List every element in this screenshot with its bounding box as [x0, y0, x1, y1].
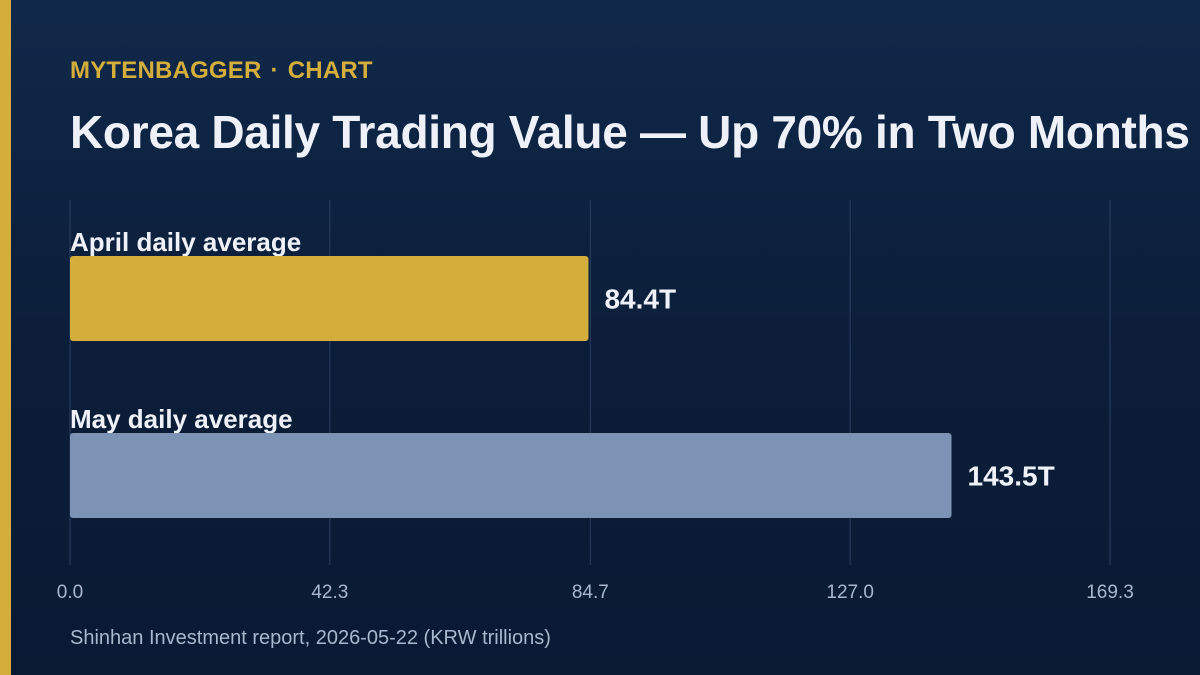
- accent-bar: [0, 0, 11, 675]
- kicker: MYTENBAGGER · CHART: [70, 57, 373, 85]
- source-note: Shinhan Investment report, 2026-05-22 (K…: [70, 627, 551, 649]
- bar-category-label: May daily average: [70, 404, 293, 434]
- brand-name: MYTENBAGGER: [70, 57, 262, 84]
- x-axis-ticks: 0.0 42.3 84.7 127.0 169.3: [57, 582, 1134, 603]
- bars: April daily average 84.4T May daily averag…: [70, 227, 1055, 518]
- bar: [70, 433, 952, 518]
- x-tick-label: 84.7: [572, 582, 609, 603]
- bar-value-label: 84.4T: [604, 284, 676, 315]
- bar-category-label: April daily average: [70, 227, 301, 257]
- x-tick-label: 42.3: [311, 582, 348, 603]
- kicker-separator: ·: [270, 57, 279, 84]
- chart-title: Korea Daily Trading Value — Up 70% in Tw…: [70, 106, 1190, 158]
- x-tick-label: 0.0: [57, 582, 83, 603]
- bar: [70, 256, 589, 341]
- section-label: CHART: [287, 57, 373, 84]
- x-tick-label: 169.3: [1086, 582, 1134, 603]
- x-tick-label: 127.0: [826, 582, 874, 603]
- bar-value-label: 143.5T: [968, 461, 1055, 492]
